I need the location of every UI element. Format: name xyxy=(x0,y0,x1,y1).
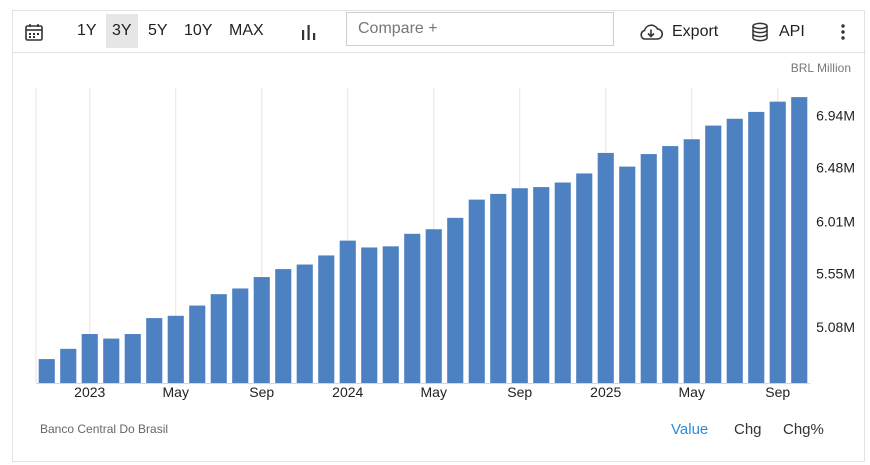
api-label: API xyxy=(779,22,805,40)
chart-bar xyxy=(791,97,808,383)
x-tick-label: Sep xyxy=(507,384,532,400)
chart-bar xyxy=(124,334,141,383)
chart-bar xyxy=(81,334,98,383)
range-10y-button[interactable]: 10Y xyxy=(184,22,213,39)
range-1y-button[interactable]: 1Y xyxy=(77,22,97,39)
chart-bar xyxy=(468,199,485,383)
chart-bar xyxy=(640,154,657,383)
compare-input[interactable]: Compare + xyxy=(346,12,614,46)
y-tick-label: 5.55M xyxy=(816,266,855,282)
y-tick-label: 6.94M xyxy=(816,107,855,123)
chart-bar xyxy=(361,247,378,383)
chart-bar xyxy=(232,288,249,383)
chart-bar xyxy=(748,111,765,384)
x-tick-label: May xyxy=(679,384,705,400)
chart-bar xyxy=(318,255,335,383)
chart-bar xyxy=(597,152,614,383)
chart-bar xyxy=(339,240,356,383)
chart-toolbar: 1Y 3Y 5Y 10Y MAX Compare + Export xyxy=(13,11,866,53)
mode-chg-tab[interactable]: Chg xyxy=(734,421,762,438)
chart-bar xyxy=(511,188,528,383)
chart-bar xyxy=(705,125,722,383)
chart-bar xyxy=(447,217,464,383)
range-5y-button[interactable]: 5Y xyxy=(148,22,168,39)
x-tick-label: Sep xyxy=(765,384,790,400)
more-vertical-icon[interactable] xyxy=(835,11,851,52)
unit-label: BRL Million xyxy=(791,61,851,75)
range-3y-button[interactable]: 3Y xyxy=(106,14,138,48)
calendar-icon[interactable] xyxy=(22,11,46,52)
chart-bar xyxy=(533,187,550,383)
chart-widget: 1Y 3Y 5Y 10Y MAX Compare + Export xyxy=(12,10,866,462)
range-max-button[interactable]: MAX xyxy=(229,22,264,39)
chart-bar xyxy=(210,294,227,383)
bar-chart-icon[interactable] xyxy=(297,11,321,52)
chart-bar xyxy=(167,315,184,383)
x-tick-label: May xyxy=(421,384,447,400)
chart-bar xyxy=(576,173,593,383)
database-icon xyxy=(751,22,769,42)
chart-bar xyxy=(296,264,313,383)
x-tick-label: May xyxy=(163,384,189,400)
chart-bar xyxy=(382,246,399,383)
x-tick-label: 2025 xyxy=(590,384,621,400)
api-button[interactable]: API xyxy=(751,11,805,52)
mode-chg-percent-tab[interactable]: Chg% xyxy=(783,421,824,438)
chart-bar xyxy=(490,193,507,383)
chart-bar xyxy=(425,229,442,383)
chart-bar xyxy=(146,318,163,383)
x-tick-label: Sep xyxy=(249,384,274,400)
chart-bar xyxy=(275,269,292,383)
chart-bar xyxy=(619,166,636,383)
export-button[interactable]: Export xyxy=(638,11,718,52)
x-tick-label: 2023 xyxy=(74,384,105,400)
y-tick-label: 5.08M xyxy=(816,319,855,335)
y-tick-label: 6.48M xyxy=(816,160,855,176)
chart-bar xyxy=(38,359,55,383)
cloud-download-icon xyxy=(638,22,664,42)
y-tick-label: 6.01M xyxy=(816,213,855,229)
chart-bar xyxy=(189,305,206,383)
chart-bar xyxy=(683,139,700,383)
chart-bar xyxy=(404,233,421,383)
mode-value-tab[interactable]: Value xyxy=(671,421,709,438)
chart-bar xyxy=(662,146,679,383)
export-label: Export xyxy=(672,22,719,40)
chart-bar xyxy=(253,277,270,383)
chart-bar xyxy=(554,182,571,383)
chart-bar xyxy=(60,348,77,383)
chart-bar xyxy=(103,338,120,383)
x-tick-label: 2024 xyxy=(332,384,363,400)
chart-bar xyxy=(769,101,786,383)
data-source-label: Banco Central Do Brasil xyxy=(40,422,169,436)
chart-bar xyxy=(726,118,743,383)
